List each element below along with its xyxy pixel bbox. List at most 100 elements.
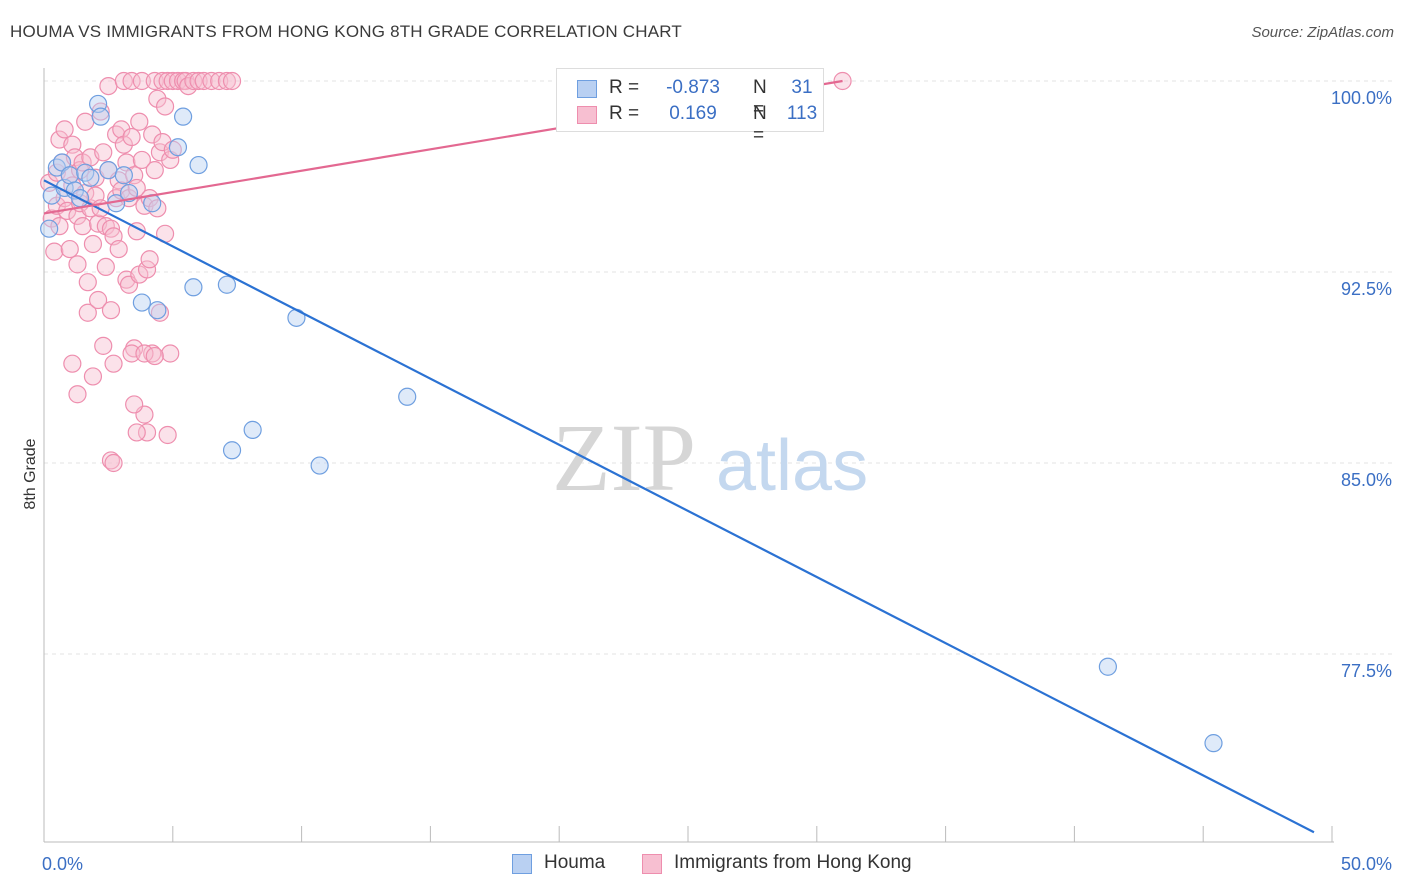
houma-point — [114, 166, 133, 185]
legend-r-label: R = — [609, 103, 640, 124]
hk-point — [140, 250, 159, 269]
hk-point — [104, 354, 123, 373]
bottom-legend-swatch-houma — [512, 854, 532, 874]
hk-point — [83, 367, 103, 386]
hk-point — [145, 161, 164, 180]
hk-point — [114, 135, 133, 154]
hk-point — [78, 273, 97, 292]
bottom-legend-swatch-hk — [642, 854, 662, 874]
hk-point — [194, 71, 213, 91]
hk-point — [50, 217, 69, 236]
source-credit: Source: ZipAtlas.com — [1251, 24, 1394, 41]
houma-point — [222, 441, 242, 460]
houma-point — [81, 168, 100, 187]
y-tick-label: 92.5% — [1341, 279, 1392, 299]
hk-point — [202, 71, 221, 91]
hk-point — [101, 451, 121, 470]
hk-point — [73, 217, 92, 236]
hk-point — [150, 303, 170, 322]
houma-point — [243, 420, 262, 439]
houma-point — [174, 107, 193, 126]
houma-point — [1098, 657, 1117, 676]
hk-point — [145, 346, 164, 366]
hk-point — [145, 71, 164, 91]
hk-point — [63, 354, 82, 373]
legend-n-value: 31 — [791, 77, 813, 98]
hk-point — [45, 242, 64, 261]
tick-labels: 77.5% 85.0% 92.5% 100.0% 0.0% 50.0% — [42, 88, 1392, 874]
hk-point — [83, 234, 103, 254]
hk-point — [94, 143, 113, 162]
x-tick-label-max: 50.0% — [1341, 854, 1392, 874]
hk-point — [143, 344, 162, 363]
y-axis-label: 8th Grade — [22, 438, 39, 510]
legend-swatch-hk — [577, 106, 597, 124]
houma-point — [91, 107, 110, 126]
hk-point — [68, 385, 87, 404]
houma-point — [76, 163, 95, 182]
hk-point — [158, 425, 177, 445]
hk-point — [127, 423, 146, 442]
watermark: ZIP atlas — [552, 404, 868, 511]
houma-point — [119, 183, 139, 203]
bottom-legend-label-hk: Immigrants from Hong Kong — [674, 852, 912, 873]
hk-point — [132, 71, 151, 91]
y-tick-label: 77.5% — [1341, 661, 1392, 681]
hk-point — [217, 71, 236, 91]
hk-point — [135, 344, 154, 363]
hk-point — [122, 344, 141, 363]
hk-point — [112, 120, 131, 139]
legend-r-value: 0.169 — [669, 103, 717, 124]
hk-point — [107, 125, 126, 144]
hk-point — [137, 423, 157, 442]
houma-point — [148, 301, 167, 320]
legend-swatch-houma — [577, 80, 597, 98]
chart-title: HOUMA VS IMMIGRANTS FROM HONG KONG 8TH G… — [10, 22, 682, 41]
hk-point — [109, 239, 128, 259]
hk-point — [96, 257, 115, 277]
correlation-legend: R = -0.873 N = 31 R = 0.169 N = 113 — [556, 68, 824, 146]
hk-point — [143, 125, 162, 144]
y-axis-label-wrap: 8th Grade — [16, 430, 46, 530]
legend-r-value: -0.873 — [666, 77, 720, 98]
hk-point — [104, 453, 123, 473]
hk-point — [101, 301, 121, 320]
houma-point — [99, 161, 118, 180]
hk-point — [158, 71, 177, 91]
hk-point — [122, 71, 141, 91]
y-tick-label: 100.0% — [1331, 88, 1392, 108]
houma-point — [184, 278, 203, 297]
hk-point — [153, 71, 172, 91]
legend-r-label: R = — [609, 77, 640, 98]
x-tick-label-min: 0.0% — [42, 854, 83, 874]
hk-point — [94, 336, 113, 355]
legend-n-label: N = — [753, 77, 767, 120]
hk-point — [96, 217, 115, 236]
houma-point — [189, 155, 208, 175]
hk-point — [210, 71, 229, 91]
hk-point — [189, 71, 208, 91]
houma-point — [132, 293, 151, 312]
watermark-atlas: atlas — [716, 426, 868, 506]
hk-point — [176, 71, 195, 91]
hk-point — [76, 112, 95, 131]
hk-point — [148, 89, 167, 108]
gridlines — [44, 80, 1392, 655]
hk-point — [148, 199, 167, 218]
legend-n-label: N = — [753, 103, 767, 146]
hk-point — [132, 150, 151, 170]
hk-point — [155, 97, 175, 116]
houma-point — [1204, 734, 1223, 753]
houma-point — [398, 387, 417, 406]
bottom-legend-label-houma: Houma — [544, 852, 606, 873]
houma-point — [60, 166, 79, 185]
hk-point — [55, 120, 74, 139]
houma-point — [310, 456, 329, 475]
hk-point — [168, 71, 188, 91]
axes — [43, 68, 1334, 843]
hk-point — [122, 127, 141, 147]
hk-point — [88, 290, 108, 310]
houma-trend-line — [43, 179, 1315, 834]
hk-point — [125, 339, 144, 358]
